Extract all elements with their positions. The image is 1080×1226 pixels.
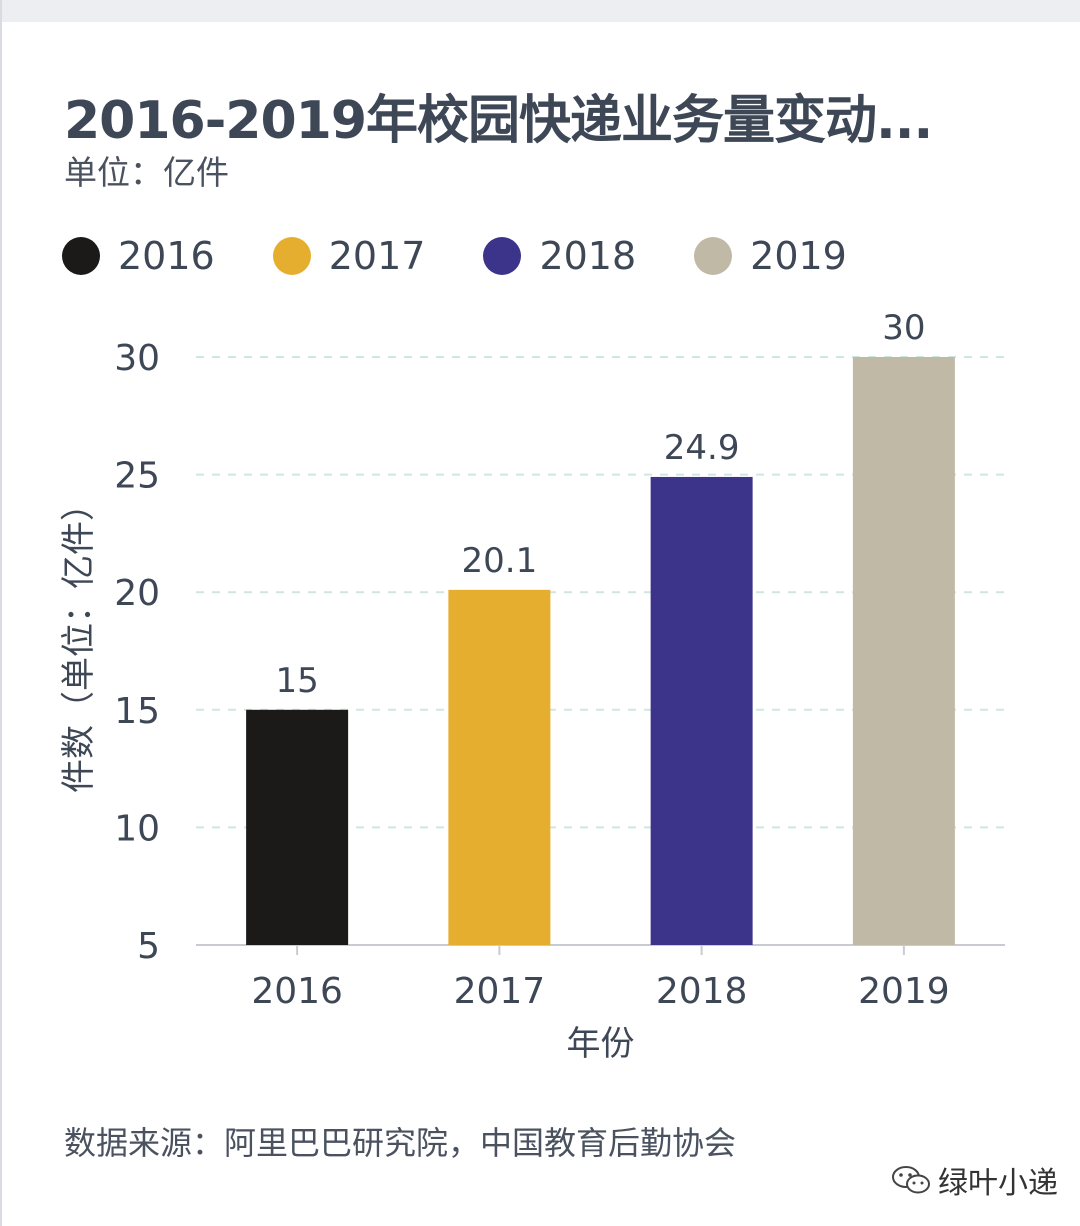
- bar-chart: 5 10 15 20 25 30 15 2016 20.1 2017 24.9 2018 30 2019 年…: [59, 308, 1005, 1064]
- legend-label-2016: 2016: [118, 234, 215, 278]
- chart-title: 2016-2019年校园快递业务量变动...: [64, 91, 933, 151]
- top-band: [0, 0, 1080, 22]
- legend-dot-2019: [694, 237, 733, 275]
- watermark: 绿叶小递: [890, 1158, 1058, 1202]
- legend-label-2018: 2018: [539, 234, 637, 278]
- legend: 2016 2017 2018 2019: [62, 232, 905, 280]
- data-label-2017: 20.1: [462, 541, 538, 581]
- y-axis-title: 件数（单位：亿件）: [59, 487, 99, 793]
- wechat-icon: [892, 1166, 930, 1194]
- bar-2018: [650, 476, 753, 945]
- x-tick-label-2018: 2018: [656, 971, 748, 1012]
- y-tick-label-15: 15: [114, 691, 160, 732]
- y-tick-label-30: 30: [114, 338, 160, 379]
- chart-subtitle: 单位：亿件: [64, 153, 229, 192]
- y-tick-label-25: 25: [114, 456, 160, 497]
- legend-label-2017: 2017: [328, 234, 426, 278]
- left-edge: [0, 0, 2, 1226]
- legend-dot-2016: [62, 237, 100, 275]
- x-tick-label-2017: 2017: [454, 971, 546, 1012]
- y-tick-label-20: 20: [114, 573, 160, 614]
- legend-item-2017[interactable]: 2017: [272, 234, 426, 278]
- bar-2019: [852, 357, 955, 945]
- x-axis-title: 年份: [567, 1024, 635, 1064]
- y-tick-label-10: 10: [114, 808, 160, 849]
- data-label-2016: 15: [275, 661, 318, 701]
- data-label-2019: 30: [882, 308, 925, 348]
- x-tick-label-2019: 2019: [858, 971, 950, 1012]
- bar-2016: [246, 709, 349, 945]
- legend-item-2018[interactable]: 2018: [483, 234, 636, 278]
- watermark-text: 绿叶小递: [938, 1166, 1058, 1201]
- legend-label-2019: 2019: [750, 234, 847, 278]
- legend-dot-2018: [483, 237, 522, 275]
- x-tick-label-2016: 2016: [251, 971, 343, 1012]
- data-source-note: 数据来源：阿里巴巴研究院，中国教育后勤协会: [64, 1124, 737, 1162]
- data-label-2018: 24.9: [664, 428, 740, 468]
- legend-item-2019[interactable]: 2019: [694, 234, 847, 278]
- y-tick-label-5: 5: [137, 926, 160, 967]
- legend-dot-2017: [272, 237, 311, 275]
- bar-2017: [448, 589, 551, 945]
- legend-item-2016[interactable]: 2016: [62, 234, 215, 278]
